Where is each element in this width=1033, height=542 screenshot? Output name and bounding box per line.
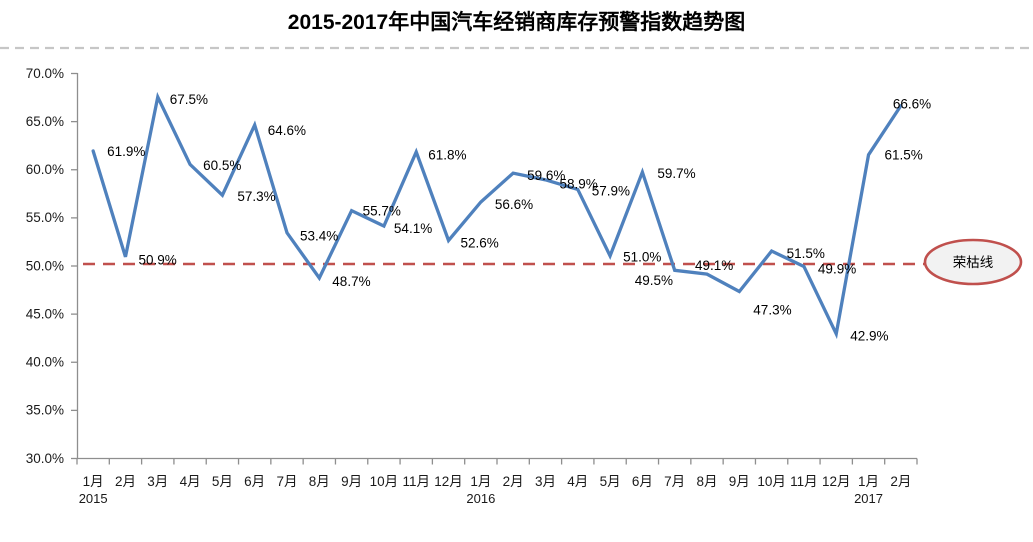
y-axis-label: 35.0% [26, 403, 64, 418]
x-axis-month-label: 2月 [115, 474, 136, 489]
x-axis-month-label: 3月 [147, 474, 168, 489]
x-axis-month-label: 10月 [757, 474, 786, 489]
data-point-label: 49.9% [818, 261, 856, 276]
data-point-label: 58.9% [559, 177, 597, 192]
x-axis-month-label: 12月 [434, 474, 463, 489]
y-axis-label: 65.0% [26, 114, 64, 129]
chart-title: 2015-2017年中国汽车经销商库存预警指数趋势图 [287, 11, 746, 34]
data-point-label: 49.5% [635, 273, 673, 288]
x-axis-month-label: 1月 [83, 474, 104, 489]
data-point-label: 64.6% [268, 123, 306, 138]
data-point-label: 52.6% [461, 235, 499, 250]
x-axis-month-label: 11月 [402, 474, 430, 489]
data-point-label: 60.5% [203, 158, 241, 173]
data-point-label: 59.7% [657, 166, 695, 181]
x-axis-month-label: 3月 [535, 474, 556, 489]
data-point-label: 67.5% [170, 92, 208, 107]
x-axis-month-label: 6月 [244, 474, 265, 489]
data-point-label: 54.1% [394, 221, 432, 236]
x-axis-month-label: 9月 [341, 474, 362, 489]
x-axis-year-label: 2016 [466, 491, 495, 506]
x-axis-month-label: 12月 [822, 474, 851, 489]
data-point-label: 61.8% [428, 148, 466, 163]
y-axis-label: 40.0% [26, 355, 64, 370]
y-axis-label: 70.0% [26, 66, 64, 81]
reference-line-label: 荣枯线 [953, 255, 994, 270]
x-axis-month-label: 4月 [180, 474, 201, 489]
data-point-label: 49.1% [695, 258, 733, 273]
x-axis-month-label: 8月 [696, 474, 717, 489]
data-point-label: 59.6% [527, 168, 565, 183]
data-point-label: 61.9% [107, 144, 145, 159]
x-axis-month-label: 1月 [858, 474, 879, 489]
x-axis-year-label: 2015 [79, 491, 108, 506]
x-axis-month-label: 7月 [276, 474, 297, 489]
x-axis-month-label: 5月 [212, 474, 233, 489]
data-point-label: 50.9% [138, 253, 176, 268]
data-point-label: 56.6% [495, 197, 533, 212]
y-axis-label: 30.0% [26, 451, 64, 466]
x-axis-month-label: 7月 [664, 474, 685, 489]
reference-line-callout-ellipse [923, 238, 1023, 286]
data-point-label: 57.3% [237, 189, 275, 204]
x-axis-month-label: 8月 [309, 474, 330, 489]
index-trend-line [91, 91, 903, 340]
data-point-label: 53.4% [300, 229, 338, 244]
data-point-label: 61.5% [885, 148, 923, 163]
y-axis-label: 55.0% [26, 210, 64, 225]
x-axis-month-label: 6月 [632, 474, 653, 489]
y-axis-label: 60.0% [26, 162, 64, 177]
data-point-label: 47.3% [753, 302, 791, 317]
data-point-label: 55.7% [363, 203, 401, 218]
y-axis-label: 45.0% [26, 306, 64, 321]
data-point-label: 51.5% [787, 246, 825, 261]
x-axis-month-label: 2月 [890, 474, 911, 489]
y-axis-label: 50.0% [26, 258, 64, 273]
x-axis-month-label: 11月 [790, 474, 818, 489]
x-axis-month-label: 4月 [567, 474, 588, 489]
x-axis-month-label: 5月 [600, 474, 621, 489]
x-axis-year-label: 2017 [854, 491, 883, 506]
data-point-label: 51.0% [623, 250, 661, 265]
data-point-label: 48.7% [332, 274, 370, 289]
x-axis-month-label: 9月 [729, 474, 750, 489]
data-point-label: 57.9% [592, 183, 630, 198]
data-point-label: 42.9% [850, 329, 888, 344]
x-axis-month-label: 10月 [370, 474, 399, 489]
data-point-label: 66.6% [893, 97, 931, 112]
x-axis-month-label: 2月 [503, 474, 524, 489]
x-axis-month-label: 1月 [470, 474, 491, 489]
